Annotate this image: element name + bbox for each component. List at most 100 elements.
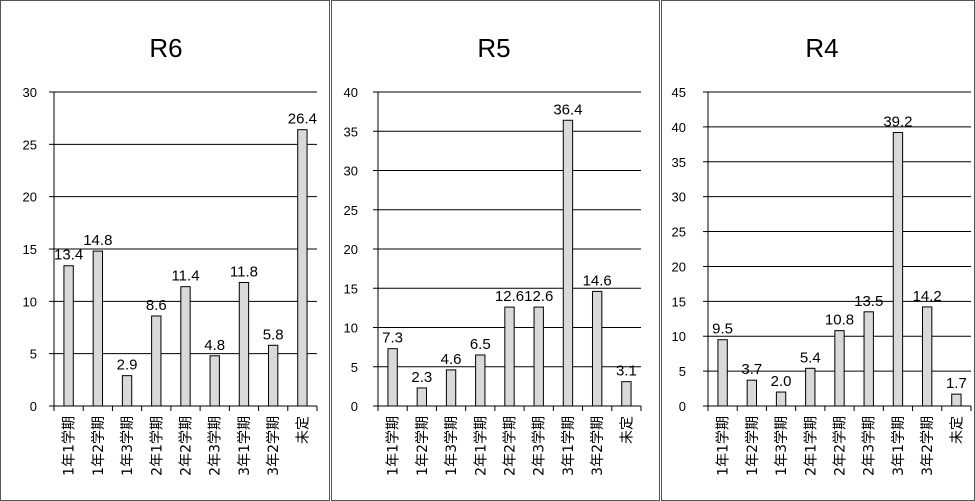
category-label: 2年1学期 <box>803 416 819 476</box>
data-label: 11.4 <box>171 268 199 285</box>
data-label: 6.5 <box>470 336 491 353</box>
y-tick-label: 25 <box>672 225 686 240</box>
y-tick-label: 45 <box>672 85 686 100</box>
category-label: 2年3学期 <box>862 416 878 476</box>
bar-r4-2 <box>746 379 758 407</box>
category-label: 2年2学期 <box>179 416 195 476</box>
data-label: 10.8 <box>825 312 854 329</box>
y-tick-label: 20 <box>344 242 358 257</box>
bar-r6-5 <box>180 286 191 407</box>
data-label: 12.6 <box>524 288 553 305</box>
bar-r6-1 <box>63 265 74 407</box>
y-tick-label: 20 <box>672 259 686 274</box>
data-label: 13.5 <box>854 293 883 310</box>
bar-r6-7 <box>238 281 250 407</box>
bar-r4-6 <box>863 311 874 407</box>
bar-r6-6 <box>209 355 220 407</box>
chart-title-r6: R6 <box>149 33 182 63</box>
bar-r6-3 <box>121 375 133 407</box>
bar-chart-r4: R4 0 5 10 15 20 25 30 35 40 45 9.5 1年1学期 3.7 1年2学期 2.0 1… <box>672 33 972 476</box>
y-tick-label: 20 <box>23 190 37 205</box>
bar-chart-r6: R6 0 5 10 15 20 25 30 13.4 1年1学期 14.8 1年2学期 2.9 1年3学期… <box>23 33 318 476</box>
category-label: 1年3学期 <box>774 416 790 476</box>
chart-panel-r4: R4 0 5 10 15 20 25 30 35 40 45 9.5 1年1学期 3.7 1年2学期 2.0 1… <box>661 0 975 501</box>
data-label: 11.8 <box>230 263 258 280</box>
bar-r6-4 <box>151 315 162 407</box>
y-tick-label: 5 <box>679 364 686 379</box>
bar-r4-1 <box>717 339 728 407</box>
y-tick-label: 40 <box>672 120 686 135</box>
y-tick-label: 10 <box>344 321 358 336</box>
category-label: 1年1学期 <box>62 416 78 476</box>
y-tick-label: 30 <box>344 164 358 179</box>
category-label: 1年3学期 <box>120 416 136 476</box>
bar-r6-9 <box>297 129 308 407</box>
bar-r5-2 <box>416 387 428 407</box>
data-label: 3.1 <box>616 363 637 380</box>
y-tick-label: 30 <box>23 85 37 100</box>
category-label: 未定 <box>619 416 635 444</box>
data-label: 2.9 <box>117 357 138 374</box>
data-label: 4.8 <box>204 337 225 354</box>
bar-r5-9 <box>621 381 632 407</box>
category-label: 2年2学期 <box>833 416 849 476</box>
y-tick-label: 35 <box>672 155 686 170</box>
bar-chart-r5: R5 0 5 10 15 20 25 30 35 40 7.3 1年1学期 2.3 1年2学期 4.6 1年3… <box>344 33 642 476</box>
chart-title-r4: R4 <box>805 33 838 63</box>
data-label: 3.7 <box>741 361 762 378</box>
y-tick-label: 15 <box>344 281 358 296</box>
y-tick-label: 0 <box>351 399 358 414</box>
category-label: 3年1学期 <box>561 416 577 476</box>
bar-r4-9 <box>951 393 962 407</box>
category-label: 2年1学期 <box>149 416 165 476</box>
y-tick-label: 35 <box>344 124 358 139</box>
chart-panel-r5: R5 0 5 10 15 20 25 30 35 40 7.3 1年1学期 2.3 1年2学期 4.6 1年3… <box>331 0 660 501</box>
data-label: 1.7 <box>946 375 967 392</box>
bar-r4-7 <box>892 131 904 407</box>
bar-r5-5 <box>504 306 515 407</box>
y-tick-label: 5 <box>351 360 358 375</box>
data-label: 39.2 <box>883 113 912 130</box>
data-label: 9.5 <box>712 321 733 338</box>
y-tick-label: 5 <box>30 347 37 362</box>
data-label: 5.4 <box>800 349 821 366</box>
y-tick-label: 40 <box>344 85 358 100</box>
bar-r5-4 <box>475 354 486 407</box>
category-label: 1年1学期 <box>386 416 402 476</box>
data-label: 7.3 <box>382 330 403 347</box>
y-tick-label: 25 <box>344 203 358 218</box>
category-label: 未定 <box>949 416 965 444</box>
data-label: 2.0 <box>771 373 792 390</box>
y-tick-label: 30 <box>672 190 686 205</box>
data-label: 14.2 <box>913 288 942 305</box>
data-label: 5.8 <box>263 326 284 343</box>
category-label: 1年2学期 <box>91 416 107 476</box>
category-label: 2年3学期 <box>532 416 548 476</box>
data-label: 8.6 <box>146 297 167 314</box>
category-label: 3年2学期 <box>920 416 936 476</box>
bar-r5-8 <box>591 290 603 407</box>
y-tick-label: 0 <box>30 399 37 414</box>
category-label: 1年2学期 <box>745 416 761 476</box>
data-label: 14.8 <box>83 232 112 249</box>
category-label: 3年2学期 <box>266 416 282 476</box>
bar-r5-1 <box>387 348 398 407</box>
bar-r4-5 <box>834 330 845 407</box>
bar-r5-6 <box>533 306 544 407</box>
category-label: 1年1学期 <box>716 416 732 476</box>
y-tick-label: 0 <box>679 399 686 414</box>
data-label: 14.6 <box>583 272 612 289</box>
bar-r5-7 <box>562 119 574 407</box>
category-label: 2年1学期 <box>473 416 489 476</box>
bar-r4-3 <box>775 391 787 407</box>
data-label: 12.6 <box>495 288 524 305</box>
y-tick-label: 15 <box>672 294 686 309</box>
bar-r5-3 <box>445 369 457 407</box>
y-tick-label: 10 <box>672 329 686 344</box>
chart-title-r5: R5 <box>477 33 510 63</box>
data-label: 36.4 <box>553 101 582 118</box>
data-label: 13.4 <box>54 247 83 264</box>
data-label: 2.3 <box>411 369 432 386</box>
bar-r6-8 <box>267 344 279 407</box>
bar-r4-4 <box>805 367 816 407</box>
